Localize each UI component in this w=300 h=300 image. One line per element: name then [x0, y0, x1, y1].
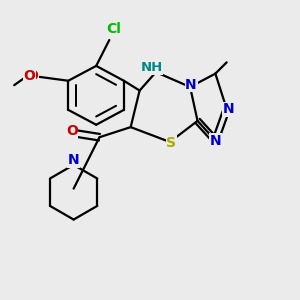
Text: Cl: Cl — [106, 22, 121, 37]
Text: NH: NH — [140, 61, 163, 74]
Text: Cl: Cl — [106, 22, 121, 36]
Text: O: O — [66, 123, 77, 137]
Text: S: S — [167, 136, 176, 150]
Text: O: O — [66, 124, 78, 138]
Text: N: N — [210, 134, 222, 148]
Text: O: O — [24, 69, 36, 83]
Text: O: O — [26, 69, 38, 83]
Text: N: N — [68, 153, 80, 167]
Text: N: N — [223, 102, 235, 116]
Text: N: N — [185, 78, 197, 92]
